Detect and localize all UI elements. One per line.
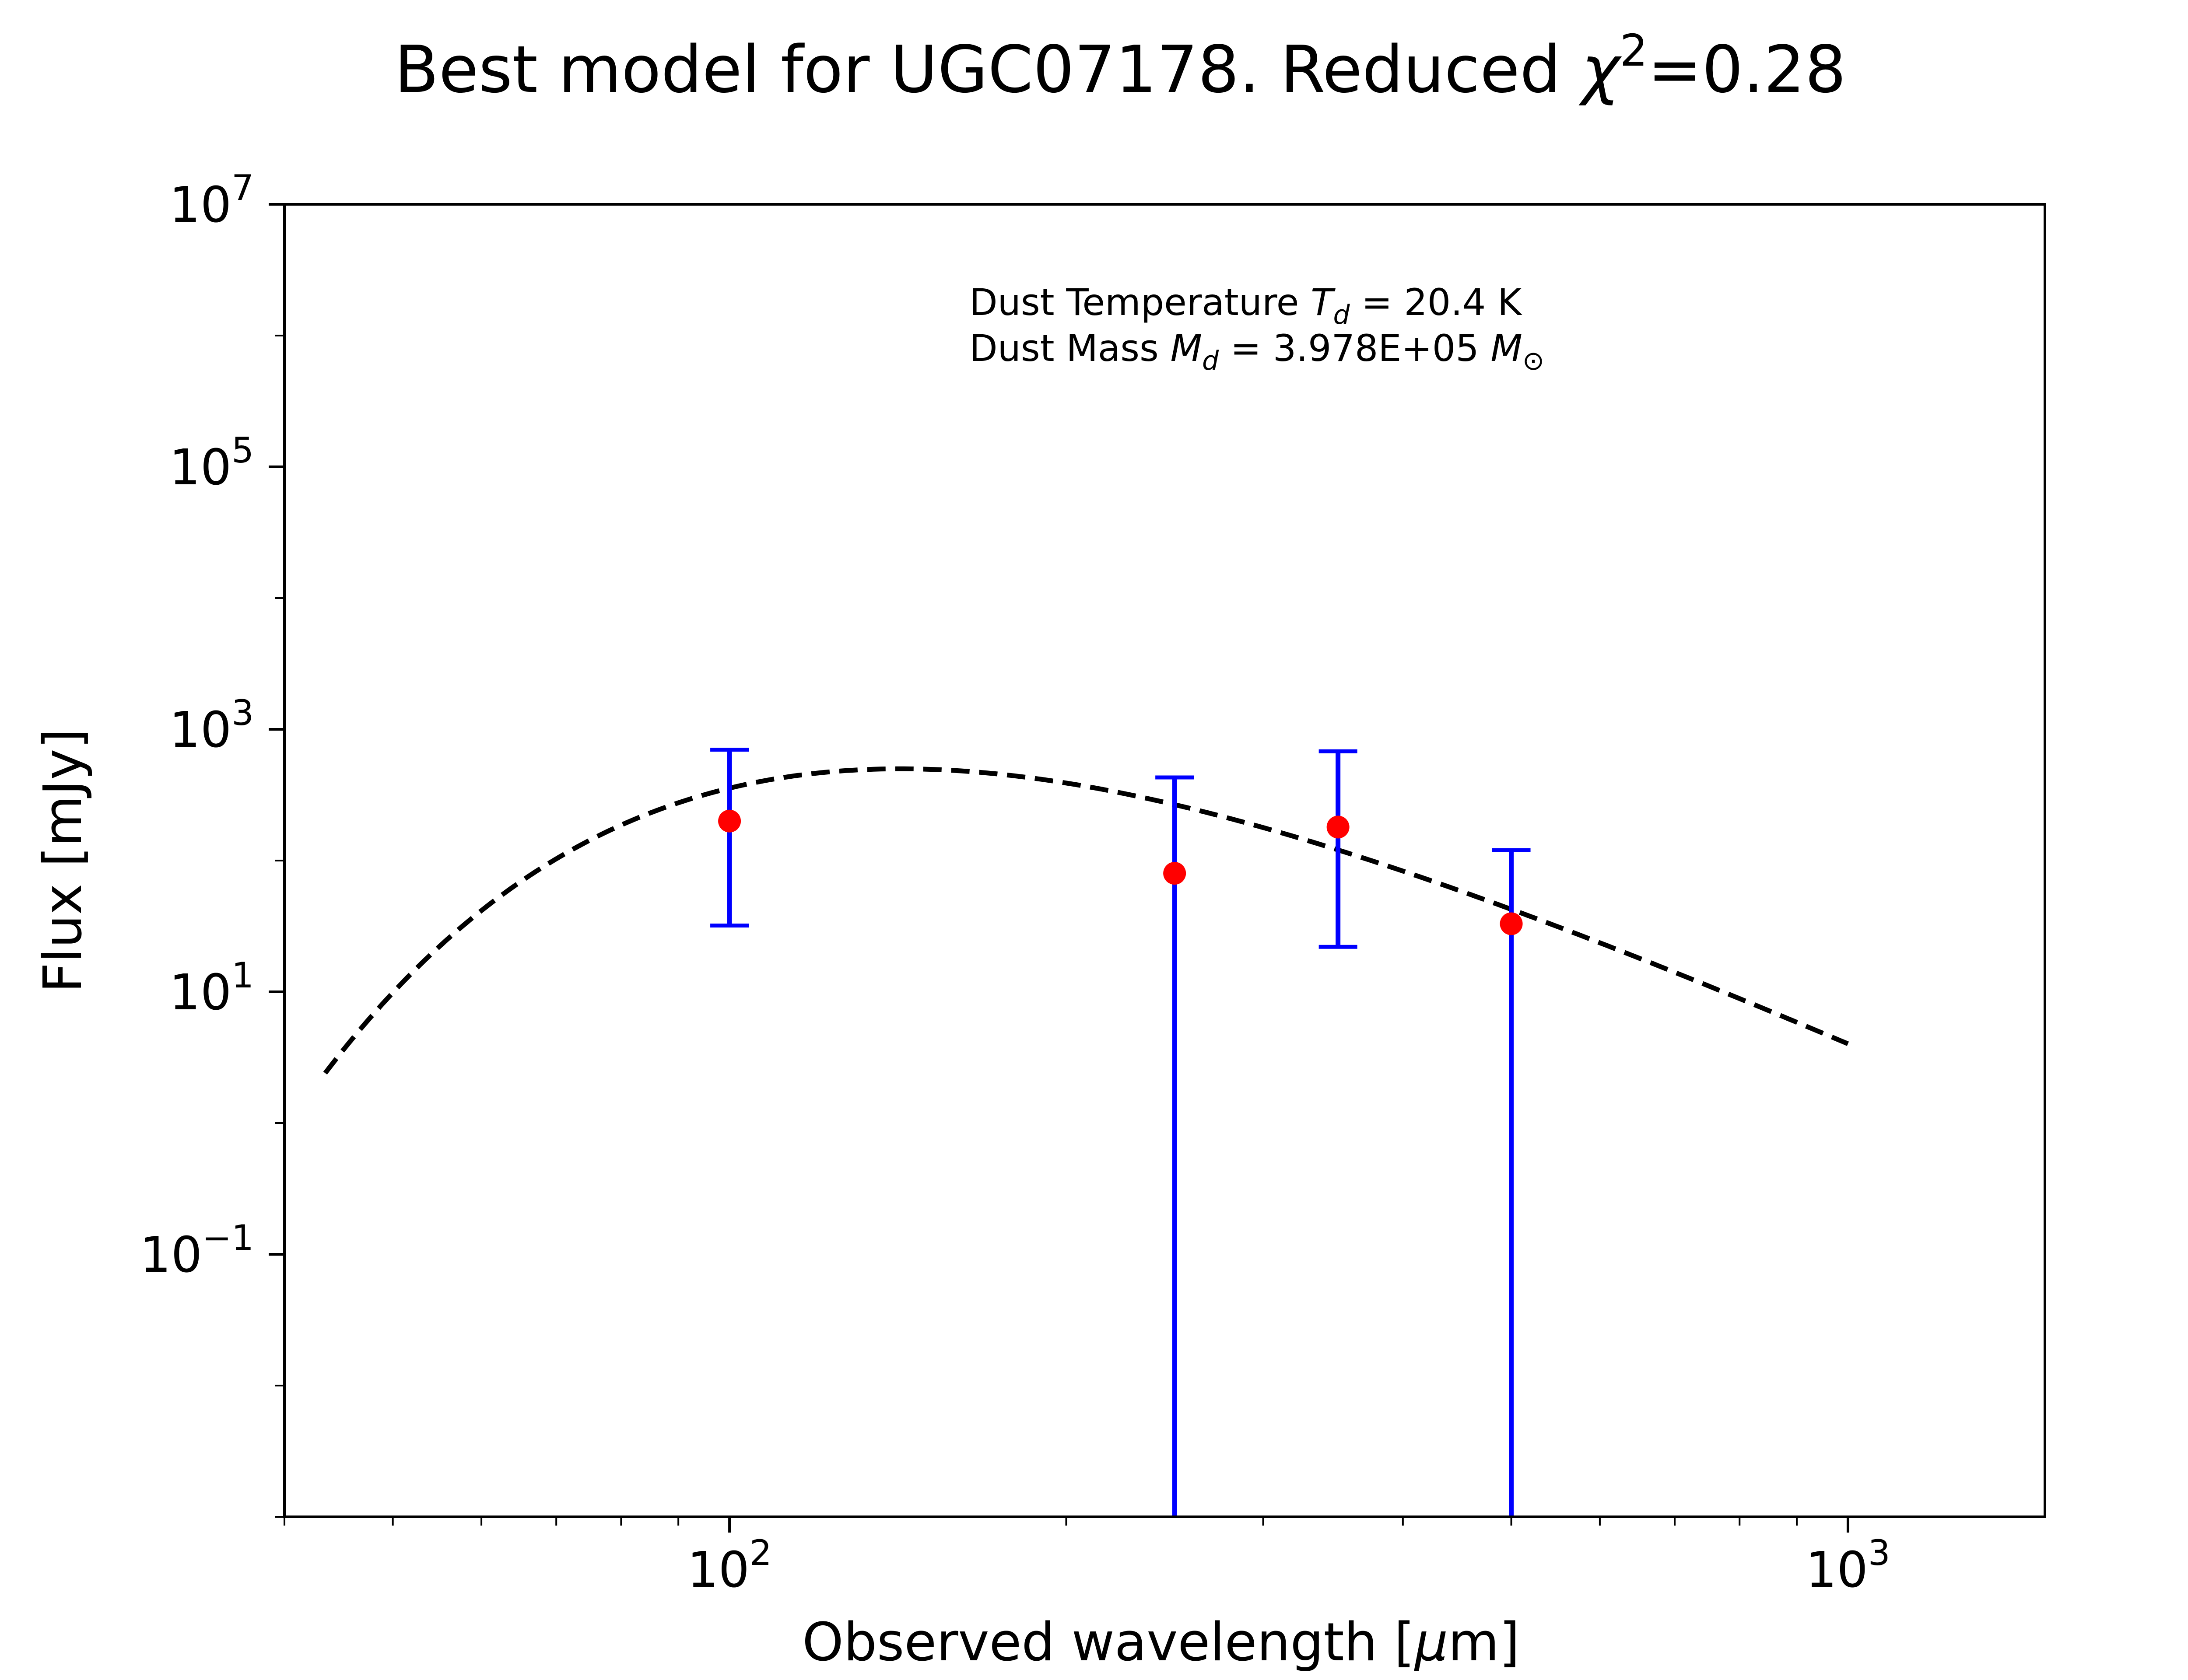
y-tick-label: 10−1 [140,1218,254,1284]
chart-title: Best model for UGC07178. Reduced χ2=0.28 [394,25,1846,107]
data-point-3 [1326,816,1350,839]
y-axis: 107 105 103 101 10−1 [140,168,284,1518]
errorbar-layer [710,747,1531,1517]
y-axis-label: Flux [mJy] [33,728,94,993]
data-point-1 [718,809,741,833]
point-layer [718,809,1523,935]
y-tick-label: 103 [169,693,254,759]
errorbar-2 [1155,775,1194,1517]
errorbar-1 [710,747,749,928]
x-tick-label: 102 [687,1533,771,1599]
plot-area [283,203,2046,1518]
chart-title-text: Best model for UGC07178. Reduced χ2=0.28 [394,25,1846,107]
errorbar-4 [1492,848,1531,1517]
x-axis: 102 103 [284,1517,1890,1599]
model-curve [323,766,1849,1075]
x-tick-label: 103 [1806,1533,1890,1599]
x-axis-label: Observed wavelength [μm] [802,1612,1520,1673]
y-tick-label: 107 [169,168,254,234]
y-tick-label: 101 [169,955,254,1021]
model-layer [323,766,1849,1075]
data-point-4 [1500,912,1523,935]
errorbar-3 [1318,749,1357,949]
dust-temperature-label: Dust Temperature Td = 20.4 K [969,281,1522,330]
data-point-2 [1163,862,1186,885]
y-tick-label: 105 [169,430,254,496]
dust-annotation: Dust Temperature Td = 20.4 K Dust Mass M… [969,281,1544,376]
plot-frame [283,203,2046,1518]
dust-mass-label: Dust Mass Md = 3.978E+05 M⊙ [969,327,1544,376]
